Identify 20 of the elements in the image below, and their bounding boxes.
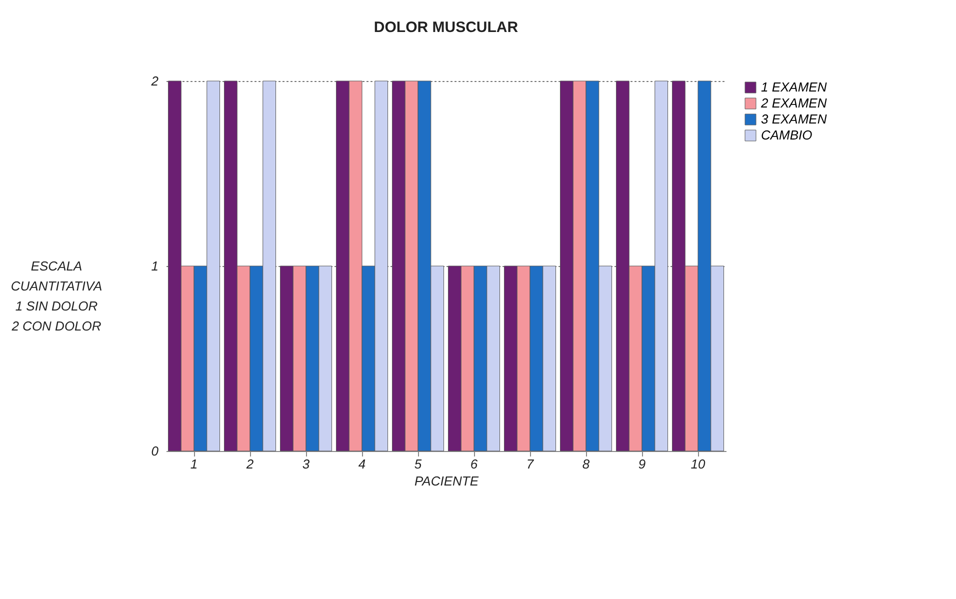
legend-label: 1 EXAMEN: [761, 80, 828, 94]
legend-label: 3 EXAMEN: [761, 112, 828, 126]
x-tick-label: 4: [358, 456, 366, 472]
x-tick-label: 9: [638, 456, 646, 472]
x-tick-label: 1: [190, 456, 198, 472]
x-tick-label: 5: [414, 456, 422, 472]
legend-label: CAMBIO: [761, 128, 812, 142]
y-tick-label: 0: [151, 444, 160, 458]
x-tick-label: 10: [690, 456, 706, 472]
y-tick-label: 1: [151, 258, 158, 274]
x-tick-label: 2: [245, 456, 254, 472]
x-tick-label: 6: [470, 456, 478, 472]
y-axis-title: ESCALA CUANTITATIVA 1 SIN DOLOR 2 CON DOLOR: [10, 258, 102, 334]
x-tick-label: 3: [302, 456, 310, 472]
x-axis-title: PACIENTE: [414, 474, 479, 488]
y-tick-label: 2: [150, 74, 160, 88]
x-tick-label: 8: [582, 456, 590, 472]
chart-title: DOLOR MUSCULAR: [374, 19, 518, 36]
legend-label: 2 EXAMEN: [760, 96, 828, 110]
x-tick-label: 7: [526, 456, 534, 472]
